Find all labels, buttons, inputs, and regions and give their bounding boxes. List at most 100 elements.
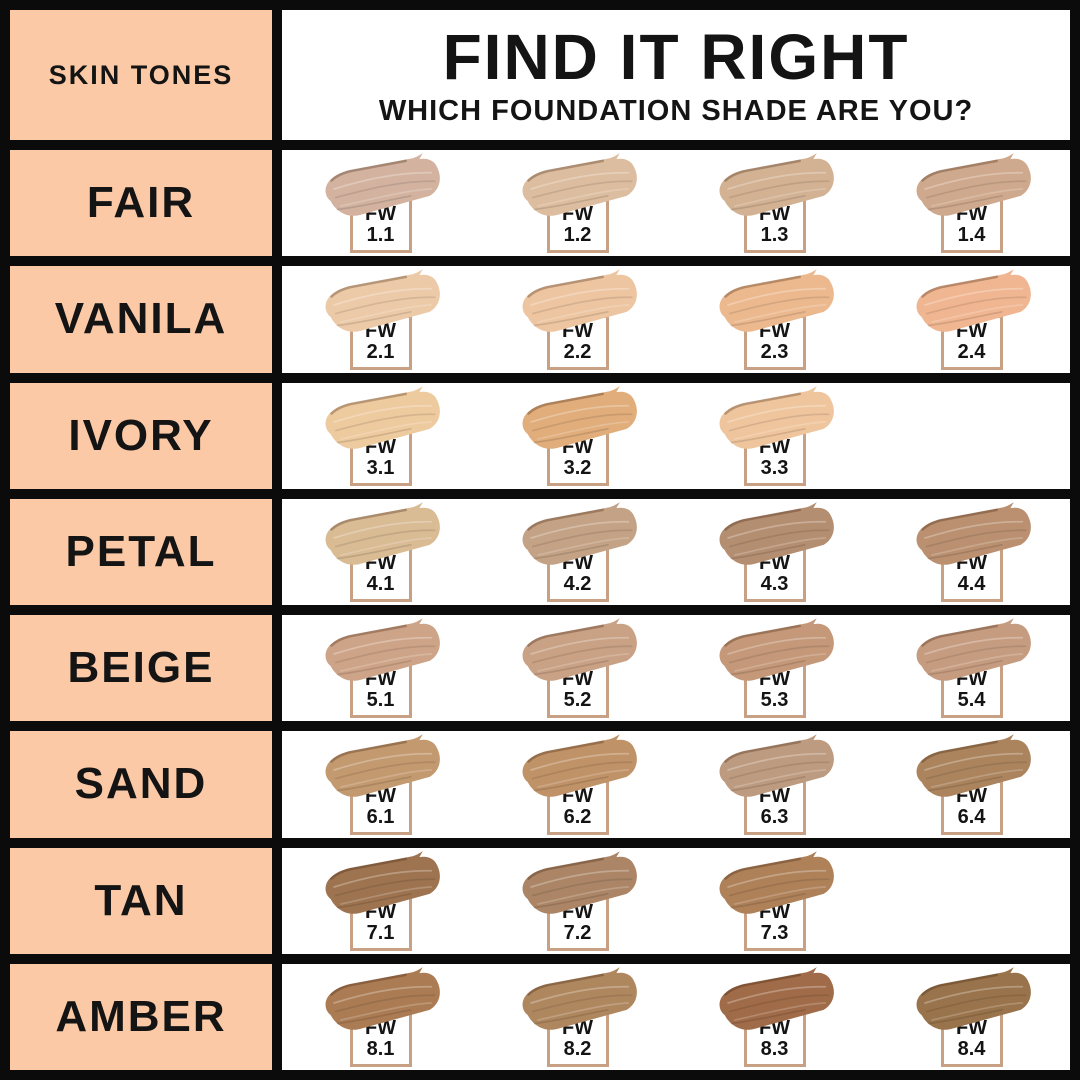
foundation-smear-icon xyxy=(522,269,637,333)
shade-number: 6.2 xyxy=(563,805,592,828)
tone-label: AMBER xyxy=(55,991,227,1041)
swatch-strip-cell: FW 4.1 FW 4.2 FW 4.3 xyxy=(282,498,1070,605)
skin-tones-header-cell: SKIN TONES xyxy=(10,10,272,140)
shade-swatch: FW 6.2 xyxy=(479,731,676,837)
tone-label: BEIGE xyxy=(67,643,215,693)
swatch-strip-cell: FW 2.1 FW 2.2 FW 2.3 xyxy=(282,266,1070,373)
foundation-smear-icon xyxy=(916,269,1031,333)
foundation-smear-icon xyxy=(916,153,1031,216)
shade-swatch: FW 1.3 xyxy=(676,150,873,256)
swatch-row: FW 3.1 FW 3.2 FW 3.3 xyxy=(282,383,1070,489)
shade-swatch: FW 8.1 xyxy=(282,964,479,1070)
foundation-smear-icon xyxy=(522,850,637,914)
tone-label-cell: TAN xyxy=(10,847,272,954)
shade-number: 8.2 xyxy=(563,1038,592,1060)
tone-row: IVORY FW 3.1 FW 3.2 xyxy=(10,382,1070,489)
swatch-row: FW 5.1 FW 5.2 FW 5.3 xyxy=(282,615,1070,721)
shade-tag: FW 8.2 xyxy=(546,1012,609,1067)
foundation-smear-icon xyxy=(325,385,440,449)
shade-number: 3.3 xyxy=(760,456,789,479)
page-subtitle: WHICH FOUNDATION SHADE ARE YOU? xyxy=(378,94,974,127)
shade-number: 2.3 xyxy=(760,340,789,363)
shade-swatch: FW 4.2 xyxy=(479,499,676,605)
shade-swatch: FW 4.1 xyxy=(282,499,479,605)
shade-swatch: FW 7.1 xyxy=(282,848,479,954)
shade-number: 6.1 xyxy=(366,805,395,828)
tone-row: VANILA FW 2.1 FW 2.2 xyxy=(10,266,1070,373)
shade-number: 2.2 xyxy=(563,340,592,363)
shade-number: 7.2 xyxy=(563,921,592,944)
foundation-smear-icon xyxy=(325,618,440,681)
tone-row: FAIR FW 1.1 FW 1.2 xyxy=(10,150,1070,257)
shade-swatch: FW 8.4 xyxy=(873,964,1070,1070)
foundation-smear-icon xyxy=(916,734,1031,798)
shade-swatch: FW 5.2 xyxy=(479,615,676,721)
tone-label-cell: SAND xyxy=(10,731,272,838)
swatch-row: FW 2.1 FW 2.2 FW 2.3 xyxy=(282,266,1070,372)
shade-swatch: FW 1.1 xyxy=(282,150,479,256)
shade-swatch: FW 4.3 xyxy=(676,499,873,605)
shade-number: 4.1 xyxy=(366,573,395,595)
title-cell: FIND IT RIGHT WHICH FOUNDATION SHADE ARE… xyxy=(282,10,1070,140)
shade-swatch: FW 6.4 xyxy=(873,731,1070,837)
foundation-smear-icon xyxy=(719,153,834,216)
tone-label-cell: FAIR xyxy=(10,150,272,257)
swatch-row: FW 8.1 FW 8.2 FW 8.3 xyxy=(282,964,1070,1070)
shade-swatch: FW 3.3 xyxy=(676,383,873,489)
swatch-strip-cell: FW 8.1 FW 8.2 FW 8.3 xyxy=(282,963,1070,1070)
shade-number: 5.2 xyxy=(563,689,592,712)
foundation-smear-icon xyxy=(522,153,637,216)
tone-row: SAND FW 6.1 FW 6.2 xyxy=(10,731,1070,838)
shade-swatch: FW 6.1 xyxy=(282,731,479,837)
shade-swatch: FW 7.2 xyxy=(479,848,676,954)
shade-number: 4.3 xyxy=(760,573,789,595)
shade-number: 2.1 xyxy=(366,340,395,363)
shade-swatch: FW 8.2 xyxy=(479,964,676,1070)
shade-number: 8.4 xyxy=(957,1038,986,1060)
foundation-smear-icon xyxy=(522,618,637,681)
shade-number: 7.1 xyxy=(366,921,395,944)
tone-label: TAN xyxy=(94,875,188,925)
tone-row: TAN FW 7.1 FW 7.2 xyxy=(10,847,1070,954)
page-title: FIND IT RIGHT xyxy=(442,20,910,93)
foundation-smear-icon xyxy=(325,734,440,798)
foundation-smear-icon xyxy=(916,501,1031,565)
foundation-smear-icon xyxy=(719,618,834,681)
shade-swatch: FW 1.4 xyxy=(873,150,1070,256)
swatch-strip-cell: FW 1.1 FW 1.2 FW 1.3 xyxy=(282,150,1070,257)
header-row: SKIN TONES FIND IT RIGHT WHICH FOUNDATIO… xyxy=(10,10,1070,140)
shade-number: 4.2 xyxy=(563,573,592,595)
shade-number: 7.3 xyxy=(760,921,789,944)
swatch-strip-cell: FW 7.1 FW 7.2 FW 7.3 xyxy=(282,847,1070,954)
foundation-smear-icon xyxy=(325,153,440,216)
shade-number: 3.2 xyxy=(563,456,592,479)
tone-label: SAND xyxy=(74,759,208,809)
tone-label-cell: BEIGE xyxy=(10,615,272,722)
shade-swatch: FW 3.2 xyxy=(479,383,676,489)
foundation-smear-icon xyxy=(325,850,440,914)
foundation-smear-icon xyxy=(916,618,1031,681)
shade-number: 5.3 xyxy=(760,689,789,712)
swatch-row: FW 1.1 FW 1.2 FW 1.3 xyxy=(282,150,1070,256)
tone-row: BEIGE FW 5.1 FW 5.2 xyxy=(10,615,1070,722)
shade-number: 1.4 xyxy=(957,224,986,247)
shade-swatch: FW 4.4 xyxy=(873,499,1070,605)
foundation-smear-icon xyxy=(522,966,637,1030)
shade-number: 2.4 xyxy=(957,340,986,363)
shade-swatch: FW 5.3 xyxy=(676,615,873,721)
tone-row: AMBER FW 8.1 FW 8.2 xyxy=(10,963,1070,1070)
foundation-smear-icon xyxy=(719,501,834,565)
shade-number: 5.1 xyxy=(366,689,395,712)
foundation-smear-icon xyxy=(719,269,834,333)
shade-number: 1.3 xyxy=(760,224,789,247)
shade-swatch: FW 2.2 xyxy=(479,266,676,372)
shade-number: 4.4 xyxy=(957,573,986,595)
foundation-smear-icon xyxy=(719,734,834,798)
foundation-smear-icon xyxy=(719,966,834,1030)
shade-number: 1.1 xyxy=(366,224,395,247)
shade-swatch: FW 2.3 xyxy=(676,266,873,372)
tone-label: PETAL xyxy=(65,526,217,576)
foundation-smear-icon xyxy=(522,385,637,449)
shade-swatch: FW 2.4 xyxy=(873,266,1070,372)
tone-label-cell: PETAL xyxy=(10,498,272,605)
